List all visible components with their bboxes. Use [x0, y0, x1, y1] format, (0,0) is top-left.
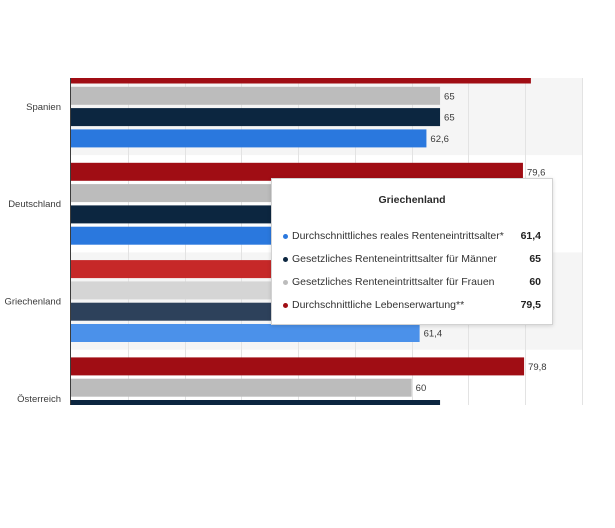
category-label-deutschland: Deutschland — [8, 199, 61, 210]
data-label-spanien-statutory-age-women: 65 — [444, 91, 455, 102]
category-label-griechenland: Griechenland — [4, 296, 61, 307]
bar-spanien-statutory-age-women[interactable] — [71, 86, 441, 105]
bar-osterreich-statutory-age-men[interactable] — [71, 400, 441, 405]
data-label-osterreich-life-expectancy: 79,8 — [528, 362, 547, 373]
tooltip-row-life-expectancy: Durchschnittliche Lebenserwartung** 79,5 — [272, 298, 552, 312]
tooltip-row-label: Gesetzliches Renteneintrittsalter für Mä… — [292, 253, 497, 265]
bar-deutschland-life-expectancy[interactable] — [71, 162, 523, 181]
data-label-deutschland-life-expectancy: 79,6 — [527, 167, 546, 178]
tooltip-title: Griechenland — [378, 194, 446, 206]
bar-spanien-statutory-age-men[interactable] — [71, 108, 441, 127]
tooltip-row-real-retirement-age: Durchschnittliches reales Renteneintritt… — [272, 229, 552, 243]
tooltip-row-value: 60 — [529, 276, 541, 288]
bar-griechenland-real-retirement-age[interactable] — [71, 324, 420, 342]
data-label-spanien-real-retirement-age: 62,6 — [430, 134, 449, 145]
tooltip-row-statutory-age-women: Gesetzliches Renteneintrittsalter für Fr… — [272, 275, 552, 289]
category-labels: Spanien Deutschland Griechenland Österreich — [4, 102, 61, 405]
data-labels: 62,6 61,4 65 65 60 79,6 79,8 — [416, 91, 547, 394]
data-label-griechenland-real-retirement-age: 61,4 — [424, 329, 443, 340]
bar-osterreich-life-expectancy[interactable] — [71, 357, 525, 376]
bar-osterreich-statutory-age-women[interactable] — [71, 378, 412, 397]
tooltip-row-value: 79,5 — [520, 299, 541, 311]
tooltip-row-value: 65 — [529, 253, 541, 265]
tooltip-row-label: Durchschnittliches reales Renteneintritt… — [292, 230, 504, 242]
bullet-dot-icon — [283, 234, 288, 239]
category-label-osterreich: Österreich — [17, 394, 61, 405]
bullet-dot-icon — [283, 303, 288, 308]
tooltip-row-statutory-age-men: Gesetzliches Renteneintrittsalter für Mä… — [272, 252, 552, 266]
tooltip-row-label: Durchschnittliche Lebenserwartung** — [292, 299, 465, 311]
tooltip-row-label: Gesetzliches Renteneintrittsalter für Fr… — [292, 276, 495, 288]
tooltip-row-value: 61,4 — [520, 230, 541, 242]
category-label-spanien: Spanien — [26, 102, 61, 113]
bar-spanien-real-retirement-age[interactable] — [71, 129, 427, 148]
data-label-spanien-statutory-age-men: 65 — [444, 113, 455, 124]
bar-spanien-life-expectancy[interactable] — [71, 78, 531, 84]
bullet-dot-icon — [283, 257, 288, 262]
bullet-dot-icon — [283, 280, 288, 285]
tooltip: Griechenland Durchschnittliches reales R… — [271, 178, 553, 325]
data-label-osterreich-statutory-age-women: 60 — [416, 383, 427, 394]
